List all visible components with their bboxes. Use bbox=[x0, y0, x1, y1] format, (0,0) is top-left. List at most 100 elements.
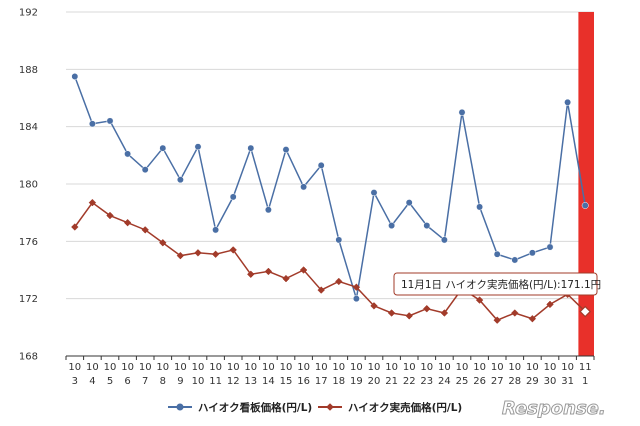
data-point[interactable] bbox=[440, 309, 449, 317]
data-point[interactable] bbox=[176, 176, 184, 184]
data-point[interactable] bbox=[71, 73, 79, 80]
x-tick-label-month: 10 bbox=[192, 362, 205, 373]
x-tick-label-day: 23 bbox=[420, 376, 433, 387]
x-tick-label-day: 13 bbox=[244, 376, 257, 387]
data-point[interactable] bbox=[247, 270, 255, 279]
data-point[interactable] bbox=[528, 249, 536, 257]
data-point[interactable] bbox=[511, 309, 519, 317]
y-axis-tick-labels: 168 172 176 180 184 188 192 bbox=[19, 8, 38, 363]
data-point[interactable] bbox=[71, 223, 79, 231]
x-tick-label-month: 10 bbox=[68, 362, 81, 373]
x-tick-label-month: 10 bbox=[174, 362, 187, 373]
x-tick-label-month: 10 bbox=[315, 362, 328, 373]
data-point[interactable] bbox=[335, 236, 343, 244]
data-point[interactable] bbox=[370, 189, 378, 197]
x-tick-label-month: 10 bbox=[473, 362, 486, 373]
legend-label-actual: ハイオク実売価格(円/L) bbox=[348, 401, 462, 414]
x-tick-label-month: 10 bbox=[280, 362, 293, 373]
data-point[interactable] bbox=[493, 250, 501, 258]
data-point[interactable] bbox=[511, 256, 519, 264]
data-point[interactable] bbox=[123, 218, 132, 227]
x-tick-label-day: 26 bbox=[473, 376, 486, 387]
data-point[interactable] bbox=[317, 286, 325, 294]
data-point[interactable] bbox=[211, 250, 220, 258]
data-point[interactable] bbox=[317, 161, 325, 169]
legend[interactable]: ハイオク看板価格(円/L) ハイオク実売価格(円/L) bbox=[168, 401, 462, 414]
data-point[interactable] bbox=[546, 300, 554, 309]
x-tick-label-month: 10 bbox=[420, 362, 433, 373]
x-tick-label-day: 12 bbox=[227, 376, 240, 387]
y-tick-label: 172 bbox=[19, 294, 38, 305]
tooltip-box bbox=[393, 272, 598, 296]
x-tick-label-day: 30 bbox=[544, 376, 557, 387]
data-point[interactable] bbox=[88, 120, 96, 128]
data-point[interactable] bbox=[159, 144, 167, 152]
x-tick-label-day: 9 bbox=[177, 376, 183, 387]
data-point[interactable] bbox=[405, 312, 413, 320]
x-tick-label-month: 10 bbox=[209, 362, 222, 373]
data-point[interactable] bbox=[475, 296, 484, 304]
x-tick-label-month: 10 bbox=[491, 362, 504, 373]
data-point[interactable] bbox=[106, 211, 114, 220]
x-tick-label-day: 14 bbox=[262, 376, 275, 387]
data-point[interactable] bbox=[581, 202, 589, 209]
data-point[interactable] bbox=[387, 309, 396, 317]
data-point[interactable] bbox=[194, 143, 202, 151]
x-tick-label-day: 19 bbox=[350, 376, 363, 387]
series-signboard-price bbox=[71, 73, 589, 303]
data-point[interactable] bbox=[282, 146, 290, 154]
data-point[interactable] bbox=[282, 274, 290, 283]
data-point[interactable] bbox=[212, 226, 220, 234]
data-point[interactable] bbox=[476, 203, 484, 211]
x-tick-label-day: 25 bbox=[456, 376, 469, 387]
data-point[interactable] bbox=[493, 316, 501, 324]
data-point[interactable] bbox=[141, 166, 149, 174]
data-point[interactable] bbox=[352, 295, 360, 303]
x-tick-label-day: 27 bbox=[491, 376, 504, 387]
x-tick-label-month: 10 bbox=[156, 362, 169, 373]
data-point[interactable] bbox=[264, 206, 272, 214]
data-point[interactable] bbox=[335, 277, 343, 286]
data-point[interactable] bbox=[440, 236, 448, 244]
y-tick-label: 180 bbox=[19, 180, 38, 191]
x-tick-label-day: 24 bbox=[438, 376, 451, 387]
tooltip-text: 11月1日 ハイオク実売価格(円/L):171.1円 bbox=[401, 278, 601, 291]
legend-item-actual[interactable]: ハイオク実売価格(円/L) bbox=[318, 401, 462, 414]
data-point[interactable] bbox=[352, 283, 361, 291]
x-tick-label-day: 17 bbox=[315, 376, 328, 387]
data-point[interactable] bbox=[159, 239, 167, 247]
data-point[interactable] bbox=[423, 304, 431, 313]
x-tick-label-month: 10 bbox=[438, 362, 451, 373]
data-point[interactable] bbox=[141, 226, 149, 234]
data-point[interactable] bbox=[528, 314, 537, 323]
x-tick-label-day: 1 bbox=[582, 376, 588, 387]
x-tick-label-day: 11 bbox=[209, 376, 222, 387]
x-tick-label-day: 7 bbox=[142, 376, 148, 387]
data-point[interactable] bbox=[458, 108, 466, 116]
data-point[interactable] bbox=[405, 199, 413, 207]
data-point[interactable] bbox=[299, 266, 308, 274]
data-point[interactable] bbox=[229, 193, 237, 201]
data-point[interactable] bbox=[229, 246, 237, 254]
data-point[interactable] bbox=[124, 150, 132, 158]
x-tick-label-month: 10 bbox=[368, 362, 381, 373]
data-point[interactable] bbox=[88, 198, 97, 207]
data-point[interactable] bbox=[300, 183, 308, 191]
data-point[interactable] bbox=[106, 117, 114, 125]
data-point[interactable] bbox=[264, 267, 273, 276]
data-point[interactable] bbox=[370, 302, 378, 310]
x-tick-label-month: 10 bbox=[244, 362, 257, 373]
x-tick-label-month: 10 bbox=[297, 362, 310, 373]
data-point[interactable] bbox=[546, 243, 554, 251]
data-point[interactable] bbox=[247, 144, 255, 152]
data-point[interactable] bbox=[388, 222, 396, 230]
data-point[interactable] bbox=[194, 249, 202, 257]
x-tick-label-month: 10 bbox=[121, 362, 134, 373]
data-point-highlighted[interactable] bbox=[579, 305, 592, 318]
response-logo-text: Response. bbox=[502, 398, 606, 419]
data-point[interactable] bbox=[423, 222, 431, 230]
data-point[interactable] bbox=[564, 98, 572, 106]
data-point[interactable] bbox=[176, 251, 185, 260]
x-tick-label-day: 28 bbox=[508, 376, 521, 387]
legend-item-signboard[interactable]: ハイオク看板価格(円/L) bbox=[168, 401, 312, 414]
